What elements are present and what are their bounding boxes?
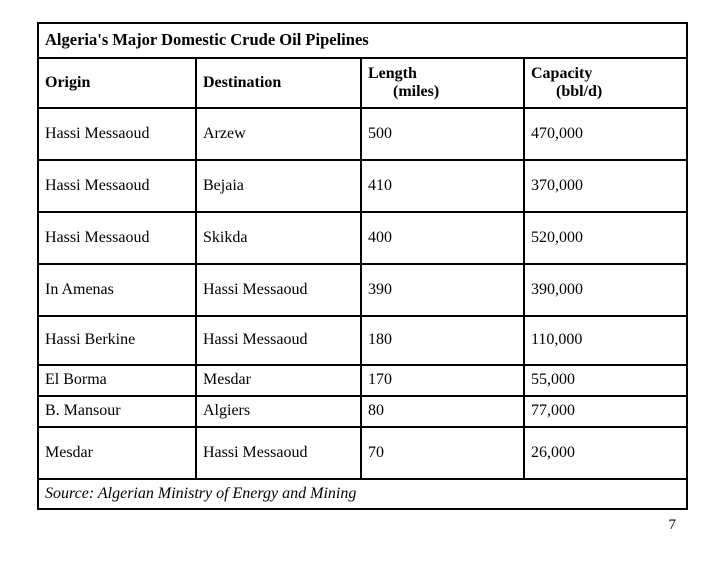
table-row: Hassi Messaoud Bejaia 410 370,000	[37, 159, 688, 213]
table-row: Hassi Berkine Hassi Messaoud 180 110,000	[37, 315, 688, 366]
cell-length: 390	[360, 263, 525, 317]
col-header-length: Length (miles)	[360, 57, 525, 109]
cell-destination: Skikda	[195, 211, 362, 265]
cell-destination: Hassi Messaoud	[195, 426, 362, 480]
cell-origin: Hassi Berkine	[37, 315, 197, 366]
cell-origin: Hassi Messaoud	[37, 211, 197, 265]
cell-capacity: 370,000	[523, 159, 688, 213]
col-header-capacity-sublabel: (bbl/d)	[556, 83, 603, 100]
col-header-length-label: Length	[368, 64, 417, 82]
table-row: In Amenas Hassi Messaoud 390 390,000	[37, 263, 688, 317]
pipelines-table: Algeria's Major Domestic Crude Oil Pipel…	[37, 22, 688, 510]
cell-origin: El Borma	[37, 364, 197, 397]
cell-origin: In Amenas	[37, 263, 197, 317]
col-header-capacity-label: Capacity	[531, 64, 593, 82]
cell-length: 80	[360, 395, 525, 428]
table-row: B. Mansour Algiers 80 77,000	[37, 395, 688, 428]
col-header-destination-label: Destination	[203, 73, 282, 91]
cell-length: 410	[360, 159, 525, 213]
table-row: Mesdar Hassi Messaoud 70 26,000	[37, 426, 688, 480]
cell-capacity: 77,000	[523, 395, 688, 428]
table-row: Hassi Messaoud Skikda 400 520,000	[37, 211, 688, 265]
table-title: Algeria's Major Domestic Crude Oil Pipel…	[37, 22, 688, 59]
table-source-row: Source: Algerian Ministry of Energy and …	[37, 478, 688, 510]
page-number: 7	[668, 517, 677, 533]
cell-destination: Hassi Messaoud	[195, 263, 362, 317]
cell-length: 400	[360, 211, 525, 265]
cell-length: 180	[360, 315, 525, 366]
cell-destination: Mesdar	[195, 364, 362, 397]
table-row: El Borma Mesdar 170 55,000	[37, 364, 688, 397]
table-row: Hassi Messaoud Arzew 500 470,000	[37, 107, 688, 161]
cell-capacity: 470,000	[523, 107, 688, 161]
cell-destination: Algiers	[195, 395, 362, 428]
cell-origin: B. Mansour	[37, 395, 197, 428]
cell-origin: Hassi Messaoud	[37, 107, 197, 161]
table-title-row: Algeria's Major Domestic Crude Oil Pipel…	[37, 22, 688, 59]
col-header-origin-label: Origin	[45, 73, 91, 91]
cell-destination: Hassi Messaoud	[195, 315, 362, 366]
cell-destination: Arzew	[195, 107, 362, 161]
col-header-origin: Origin	[37, 57, 197, 109]
col-header-destination: Destination	[195, 57, 362, 109]
col-header-capacity: Capacity (bbl/d)	[523, 57, 688, 109]
col-header-length-sublabel: (miles)	[393, 83, 440, 100]
cell-length: 70	[360, 426, 525, 480]
cell-destination: Bejaia	[195, 159, 362, 213]
cell-capacity: 26,000	[523, 426, 688, 480]
cell-capacity: 110,000	[523, 315, 688, 366]
table-header-row: Origin Destination Length (miles) Capaci…	[37, 57, 688, 109]
cell-capacity: 520,000	[523, 211, 688, 265]
cell-capacity: 55,000	[523, 364, 688, 397]
cell-capacity: 390,000	[523, 263, 688, 317]
cell-origin: Mesdar	[37, 426, 197, 480]
cell-origin: Hassi Messaoud	[37, 159, 197, 213]
cell-length: 500	[360, 107, 525, 161]
source-note: Source: Algerian Ministry of Energy and …	[37, 478, 688, 510]
cell-length: 170	[360, 364, 525, 397]
